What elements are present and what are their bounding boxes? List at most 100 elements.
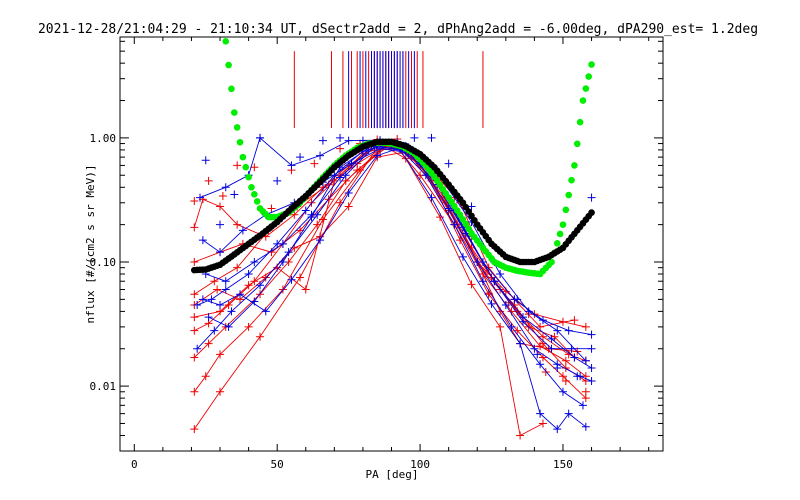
data-point-blue — [198, 295, 207, 304]
data-point-red — [467, 280, 476, 289]
data-point-blue — [201, 156, 210, 165]
data-point-red — [267, 204, 276, 213]
curve-dot-green — [576, 118, 584, 126]
data-point-blue — [547, 344, 556, 353]
data-point-blue — [193, 344, 202, 353]
data-point-red — [581, 387, 590, 396]
data-point-blue — [516, 339, 525, 348]
data-point-red — [190, 223, 199, 232]
data-point-blue — [287, 161, 296, 170]
curve-dot-green — [222, 38, 230, 45]
curve-dot-green — [553, 240, 561, 247]
data-point-red — [201, 372, 210, 381]
data-point-blue — [318, 136, 327, 145]
data-point-blue — [256, 133, 265, 142]
data-point-blue — [587, 376, 596, 385]
data-point-blue — [278, 257, 287, 266]
data-point-blue — [507, 322, 516, 331]
data-point-blue — [301, 206, 310, 215]
data-point-blue — [518, 313, 527, 322]
data-point-red — [233, 220, 242, 229]
data-point-blue — [587, 363, 596, 372]
data-point-blue — [256, 281, 265, 290]
data-point-red — [296, 273, 305, 282]
data-point-red — [233, 263, 242, 272]
data-point-blue — [564, 409, 573, 418]
curve-dot-green — [231, 109, 238, 116]
curve-dot-green — [225, 61, 232, 69]
data-point-red — [250, 163, 259, 172]
data-point-blue — [244, 270, 253, 279]
curve-dot-green — [571, 162, 578, 169]
axis-ticks: 0 50 100 150 0.01 0.10 1.00 — [90, 37, 663, 471]
data-point-blue — [278, 239, 287, 248]
data-point-blue — [250, 257, 259, 266]
data-point-blue — [513, 295, 522, 304]
data-point-blue — [373, 151, 382, 160]
data-point-red — [244, 281, 253, 290]
y-tick-label: 0.10 — [90, 256, 117, 269]
data-point-blue — [490, 277, 499, 286]
y-tick-label: 0.01 — [90, 380, 117, 393]
data-point-red — [558, 317, 567, 326]
data-point-blue — [547, 334, 556, 343]
data-point-red — [290, 210, 299, 219]
curve-dot-black — [588, 209, 595, 216]
data-point-red — [581, 322, 590, 331]
data-point-red — [210, 277, 219, 286]
curve-dot-green — [588, 61, 595, 68]
data-point-red — [538, 419, 547, 428]
data-point-blue — [221, 183, 230, 192]
curve-dot-green — [251, 191, 258, 198]
curve-dot-green — [233, 124, 241, 131]
data-point-blue — [216, 301, 225, 310]
data-point-blue — [553, 363, 562, 372]
data-point-red — [256, 332, 265, 341]
data-point-blue — [336, 173, 345, 182]
x-tick-label: 50 — [271, 458, 284, 471]
data-point-blue — [538, 316, 547, 325]
curve-dot-green — [253, 198, 261, 205]
data-point-red — [561, 376, 570, 385]
vertical-markers — [293, 51, 484, 129]
x-axis-label: PA [deg] — [366, 468, 419, 481]
data-point-blue — [564, 326, 573, 335]
data-point-red — [216, 202, 225, 211]
data-point-red — [536, 322, 545, 331]
y-tick-label: 1.00 — [90, 132, 117, 145]
curve-dot-green — [579, 97, 587, 104]
data-point-blue — [316, 236, 325, 245]
series-line-blue — [202, 148, 592, 350]
data-point-red — [344, 202, 353, 211]
data-point-blue — [427, 193, 436, 202]
data-point-blue — [273, 176, 282, 185]
data-point-red — [538, 332, 547, 341]
series-line-red — [193, 142, 544, 437]
curve-dot-green — [582, 85, 590, 92]
data-point-red — [190, 326, 199, 335]
data-point-blue — [261, 307, 270, 316]
data-point-red — [218, 192, 227, 201]
data-point-blue — [587, 193, 596, 202]
data-point-blue — [221, 277, 230, 286]
data-point-blue — [307, 210, 316, 219]
curve-dot-green — [248, 183, 255, 191]
data-point-blue — [536, 409, 545, 418]
data-point-blue — [581, 422, 590, 431]
curve-dot-green — [559, 221, 567, 228]
data-point-blue — [458, 252, 467, 261]
data-point-red — [278, 285, 287, 294]
data-point-blue — [336, 133, 345, 142]
plot-area — [190, 38, 596, 440]
data-point-red — [561, 356, 570, 365]
data-point-red — [190, 257, 199, 266]
curve-dot-green — [236, 138, 244, 146]
data-point-blue — [284, 248, 293, 257]
curve-dot-green — [228, 85, 235, 93]
series-line-blue — [202, 145, 592, 369]
data-point-red — [310, 159, 319, 168]
data-point-red — [516, 431, 525, 440]
data-point-blue — [204, 313, 213, 322]
data-point-blue — [573, 372, 582, 381]
